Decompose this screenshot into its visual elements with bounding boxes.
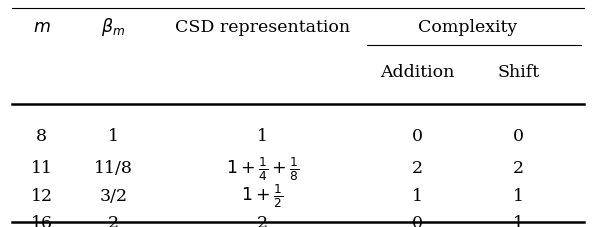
Text: $\beta_m$: $\beta_m$ [101,16,125,38]
Text: Shift: Shift [498,64,539,81]
Text: 1: 1 [108,128,119,145]
Text: 2: 2 [108,214,119,227]
Text: 12: 12 [30,187,53,204]
Text: 1: 1 [513,214,524,227]
Text: 11: 11 [31,160,52,176]
Text: $1+\frac{1}{2}$: $1+\frac{1}{2}$ [241,181,283,209]
Text: 0: 0 [412,128,423,145]
Text: 16: 16 [31,214,52,227]
Text: Complexity: Complexity [418,19,517,36]
Text: 2: 2 [513,160,524,176]
Text: 1: 1 [257,128,268,145]
Text: Addition: Addition [380,64,454,81]
Text: 3/2: 3/2 [99,187,128,204]
Text: 2: 2 [412,160,423,176]
Text: 1: 1 [412,187,423,204]
Text: $1+\frac{1}{4}+\frac{1}{8}$: $1+\frac{1}{4}+\frac{1}{8}$ [225,154,299,182]
Text: $m$: $m$ [33,19,51,36]
Text: 8: 8 [36,128,47,145]
Text: CSD representation: CSD representation [175,19,350,36]
Text: 0: 0 [412,214,423,227]
Text: 2: 2 [257,214,268,227]
Text: 1: 1 [513,187,524,204]
Text: 0: 0 [513,128,524,145]
Text: 11/8: 11/8 [94,160,133,176]
